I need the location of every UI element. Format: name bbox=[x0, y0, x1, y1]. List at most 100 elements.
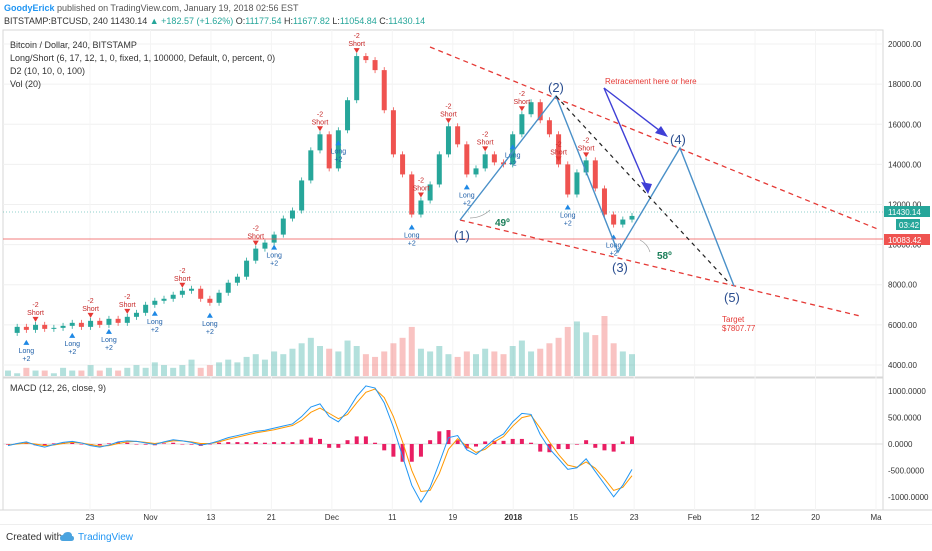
chart-canvas[interactable]: -2Short-2Short-2Short-2Short-2Short-2Sho… bbox=[0, 0, 932, 524]
macd-histogram-bar bbox=[327, 444, 332, 448]
macd-tick-label: 0.0000 bbox=[888, 440, 913, 449]
macd-histogram-bar bbox=[630, 436, 634, 444]
long-signal-label: Long bbox=[266, 253, 282, 260]
volume-bar bbox=[417, 348, 424, 376]
macd-histogram-bar bbox=[244, 442, 249, 444]
volume-bar bbox=[408, 326, 415, 376]
footer: Created with TradingView bbox=[0, 524, 932, 551]
candle-body bbox=[326, 134, 332, 169]
signal-minus2: -2 bbox=[253, 226, 259, 233]
candle-body bbox=[262, 242, 268, 249]
volume-bar bbox=[50, 373, 57, 376]
macd-legend[interactable]: MACD (12, 26, close, 9) bbox=[10, 383, 107, 393]
candle-body bbox=[115, 318, 121, 323]
long-short-legend[interactable]: Long/Short (6, 17, 12, 1, 0, fixed, 1, 1… bbox=[10, 53, 276, 63]
time-axis[interactable]: 23 Nov 13 21 Dec 11 19 2018 15 23 Feb 12 20 Ma bbox=[86, 513, 883, 522]
volume-bar bbox=[69, 370, 76, 376]
time-tick-label: 21 bbox=[267, 513, 276, 522]
macd-histogram-bar bbox=[620, 441, 625, 444]
macd-histogram-bar bbox=[217, 442, 222, 444]
macd-axis[interactable]: 1000.0000 500.0000 0.0000 -500.0000 -1000.00… bbox=[888, 387, 929, 502]
volume-bar bbox=[216, 362, 223, 376]
macd-histogram-bar bbox=[97, 444, 102, 446]
lower-channel-line[interactable] bbox=[459, 219, 861, 317]
candle-body bbox=[601, 188, 607, 215]
short-arrow-icon bbox=[417, 192, 424, 198]
volume-bar bbox=[362, 354, 369, 376]
short-signal-label: Short bbox=[514, 99, 531, 106]
macd-tick-label: 500.0000 bbox=[888, 414, 922, 423]
macd-histogram-bar bbox=[162, 443, 166, 444]
volume-legend[interactable]: Vol (20) bbox=[10, 79, 42, 89]
volume-bar bbox=[482, 348, 489, 376]
retracement-note: Retracement here or here bbox=[605, 77, 697, 86]
long-arrow-icon bbox=[271, 244, 278, 250]
candle-body bbox=[216, 292, 222, 303]
candle-body bbox=[133, 312, 139, 317]
candle-body bbox=[14, 326, 20, 333]
elliott-wave-path[interactable] bbox=[459, 94, 735, 287]
candle-body bbox=[519, 114, 525, 135]
retrace-arrow-1-head bbox=[641, 182, 652, 194]
macd-histogram-bar bbox=[134, 444, 139, 445]
macd-histogram-bar bbox=[299, 439, 304, 444]
volume-bar bbox=[381, 351, 388, 376]
quote-header: BITSTAMP:BTCUSD, 240 11430.14 ▲ +182.57 … bbox=[4, 16, 425, 26]
retrace-arrow-2[interactable] bbox=[603, 87, 665, 135]
macd-histogram-bar bbox=[180, 444, 185, 445]
candle-body bbox=[335, 130, 341, 169]
tradingview-cloud-icon bbox=[60, 532, 74, 541]
wave-3-label: (3) bbox=[612, 260, 628, 275]
volume-bar bbox=[399, 337, 406, 376]
volume-bar bbox=[60, 367, 67, 376]
short-arrow-icon bbox=[87, 312, 94, 318]
long-arrow-icon bbox=[105, 328, 112, 334]
macd-tick-label: -500.0000 bbox=[888, 466, 925, 475]
candle-body bbox=[189, 288, 195, 291]
volume-bar bbox=[454, 356, 461, 376]
macd-histogram-bar bbox=[354, 436, 359, 444]
volume-bar bbox=[142, 367, 149, 376]
angle-49-label: 49º bbox=[495, 218, 510, 229]
long-signal-label: Long bbox=[64, 341, 80, 348]
macd-histogram-bar bbox=[373, 442, 378, 444]
angle-arc-2 bbox=[639, 239, 651, 253]
retrace-arrow-1[interactable] bbox=[603, 87, 649, 191]
volume-bar bbox=[151, 362, 158, 376]
signal-line bbox=[7, 388, 633, 493]
short-signal-label: Short bbox=[440, 111, 457, 118]
short-signal-label: Short bbox=[413, 185, 430, 192]
high-label: H: bbox=[283, 16, 293, 26]
d2-legend[interactable]: D2 (10, 10, 0, 100) bbox=[10, 66, 86, 76]
candle-body bbox=[565, 164, 571, 195]
candle-body bbox=[390, 110, 396, 155]
macd-histogram-bar bbox=[483, 441, 488, 444]
volume-bar bbox=[436, 346, 443, 376]
price-tick-label: 16000.00 bbox=[888, 120, 922, 129]
volume-bar bbox=[124, 367, 131, 376]
author-link[interactable]: GoodyErick bbox=[4, 3, 55, 13]
time-tick-label: Feb bbox=[688, 513, 702, 522]
time-tick-label: Dec bbox=[325, 513, 339, 522]
volume-bar bbox=[41, 370, 48, 376]
price-pane[interactable] bbox=[2, 29, 884, 378]
volume-bar bbox=[32, 370, 39, 376]
macd-histogram-bar bbox=[336, 444, 341, 448]
signal-minus2: -2 bbox=[418, 177, 424, 184]
volume-bar bbox=[335, 351, 342, 376]
price-axis[interactable]: 20000.00 18000.00 16000.00 14000.00 12000.00… bbox=[888, 40, 922, 370]
volume-bar bbox=[225, 359, 232, 376]
candle-body bbox=[60, 325, 66, 328]
candle-body bbox=[400, 154, 406, 175]
tradingview-link[interactable]: TradingView bbox=[78, 532, 134, 543]
macd-histogram-bar bbox=[418, 444, 423, 457]
main-series-legend[interactable]: Bitcoin / Dollar, 240, BITSTAMP bbox=[10, 40, 137, 50]
macd-histogram-bar bbox=[79, 444, 84, 445]
long-signal-label: Long bbox=[560, 212, 576, 219]
short-arrow-icon bbox=[555, 156, 562, 162]
macd-histogram-bar bbox=[400, 444, 405, 462]
low-label: L: bbox=[332, 16, 340, 26]
candle-body bbox=[491, 154, 497, 163]
macd-histogram-bar bbox=[474, 444, 478, 447]
black-dashed-trend[interactable] bbox=[555, 95, 731, 285]
